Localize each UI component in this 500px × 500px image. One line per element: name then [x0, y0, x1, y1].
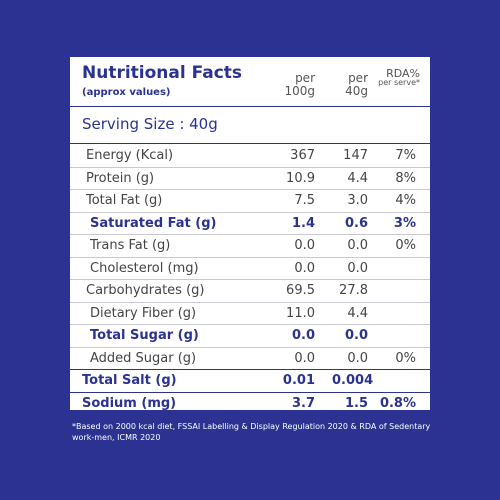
- table-row: Total Fat (g) 7.5 3.0 4%: [70, 190, 430, 213]
- panel-header: Nutritional Facts (approx values) per 10…: [70, 57, 430, 107]
- row-label: Trans Fat (g): [90, 238, 171, 253]
- value-rda: 0%: [395, 238, 416, 253]
- row-label: Sodium (mg): [82, 395, 177, 411]
- value-per-100g: 0.0: [294, 260, 315, 276]
- value-per-40g: 3.0: [347, 193, 368, 208]
- value-per-40g: 0.6: [344, 215, 368, 231]
- value-per-40g: 0.0: [347, 238, 368, 253]
- value-rda: 0.8%: [379, 395, 416, 411]
- value-per-40g: 4.4: [347, 305, 368, 321]
- value-per-100g: 0.0: [291, 328, 315, 343]
- value-rda: 7%: [395, 148, 416, 163]
- table-row: Total Salt (g) 0.01 0.004: [70, 370, 430, 393]
- value-per-100g: 367: [290, 148, 315, 163]
- value-per-100g: 11.0: [286, 305, 315, 321]
- table-row: Carbohydrates (g) 69.5 27.8: [70, 280, 430, 303]
- value-per-40g: 1.5: [344, 395, 368, 411]
- value-per-100g: 0.0: [294, 350, 315, 366]
- nutrition-facts-panel: Nutritional Facts (approx values) per 10…: [70, 57, 430, 411]
- panel-title: Nutritional Facts: [82, 63, 243, 83]
- value-per-40g: 4.4: [347, 170, 368, 186]
- row-label: Total Sugar (g): [90, 328, 199, 343]
- row-label: Total Fat (g): [86, 193, 163, 208]
- value-per-100g: 7.5: [294, 193, 315, 208]
- row-label: Total Salt (g): [82, 373, 177, 388]
- table-row: Dietary Fiber (g) 11.0 4.4: [70, 303, 430, 325]
- col-header-per-40g: per 40g: [345, 71, 368, 98]
- value-per-100g: 1.4: [291, 215, 315, 231]
- col-header-rda-sub: per serve*: [378, 78, 420, 87]
- value-rda: 3%: [393, 215, 416, 231]
- value-per-100g: 0.0: [294, 238, 315, 253]
- col-header-rda: RDA% per serve*: [370, 68, 420, 87]
- row-label: Saturated Fat (g): [90, 215, 217, 231]
- value-per-100g: 0.01: [282, 373, 315, 388]
- table-row: Sodium (mg) 3.7 1.5 0.8%: [70, 393, 430, 415]
- row-label: Added Sugar (g): [90, 350, 197, 366]
- row-label: Energy (Kcal): [86, 148, 174, 163]
- panel-subtitle: (approx values): [82, 87, 171, 98]
- footnote: *Based on 2000 kcal diet, FSSAI Labellin…: [72, 422, 431, 442]
- table-row: Trans Fat (g) 0.0 0.0 0%: [70, 235, 430, 258]
- table-row: Energy (Kcal) 367 147 7%: [70, 145, 430, 168]
- col-header-per-100g: per 100g: [284, 71, 315, 98]
- table-row: Added Sugar (g) 0.0 0.0 0%: [70, 348, 430, 370]
- table-row: Total Sugar (g) 0.0 0.0: [70, 325, 430, 348]
- row-label: Carbohydrates (g): [86, 283, 205, 298]
- value-per-100g: 10.9: [286, 170, 315, 186]
- value-per-100g: 3.7: [291, 395, 315, 411]
- value-rda: 8%: [395, 170, 416, 186]
- table-row: Cholesterol (mg) 0.0 0.0: [70, 258, 430, 280]
- nutrient-table: Energy (Kcal) 367 147 7% Protein (g) 10.…: [70, 145, 430, 414]
- value-rda: 4%: [395, 193, 416, 208]
- row-label: Dietary Fiber (g): [90, 305, 197, 321]
- value-rda: 0%: [395, 350, 416, 366]
- value-per-40g: 0.0: [347, 260, 368, 276]
- row-label: Protein (g): [86, 170, 155, 186]
- value-per-100g: 69.5: [286, 283, 315, 298]
- value-per-40g: 147: [343, 148, 368, 163]
- value-per-40g: 0.0: [347, 350, 368, 366]
- value-per-40g: 0.004: [332, 373, 374, 388]
- serving-size: Serving Size : 40g: [82, 115, 218, 133]
- table-row: Protein (g) 10.9 4.4 8%: [70, 168, 430, 190]
- row-label: Cholesterol (mg): [90, 260, 199, 276]
- value-per-40g: 0.0: [344, 328, 368, 343]
- table-row: Saturated Fat (g) 1.4 0.6 3%: [70, 213, 430, 235]
- divider: [70, 143, 430, 144]
- value-per-40g: 27.8: [339, 283, 368, 298]
- col-header-rda-label: RDA%: [386, 67, 420, 80]
